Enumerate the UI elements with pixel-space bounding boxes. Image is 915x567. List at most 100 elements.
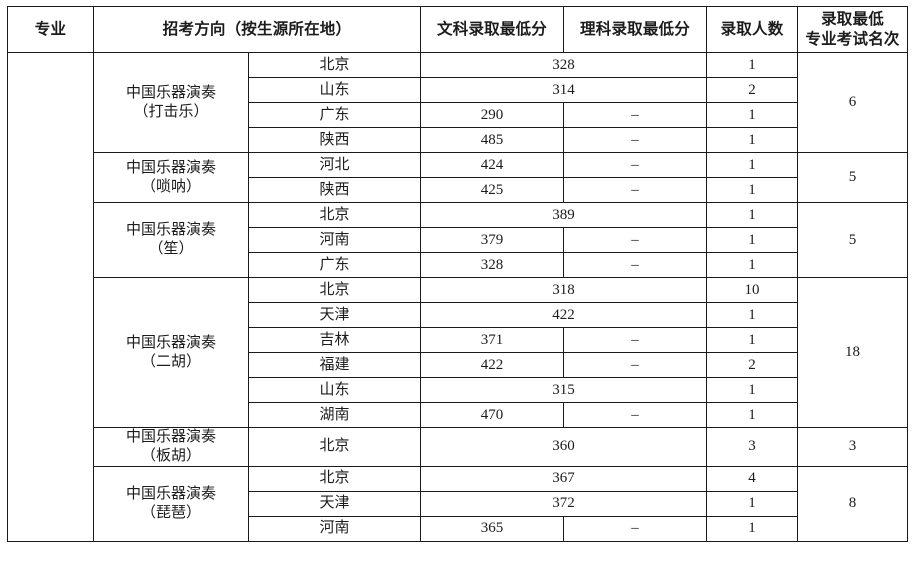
wenke-min-score-cell: 328 — [420, 252, 564, 278]
admitted-count-cell: 1 — [706, 515, 798, 542]
province-cell: 广东 — [248, 102, 421, 128]
admitted-count-cell: 1 — [706, 377, 798, 403]
direction-name: 中国乐器演奏 — [125, 485, 216, 502]
province-cell: 北京 — [248, 465, 421, 492]
table-body: 中国乐器演奏 （打击乐） 北京 328 1 6 山东 314 2 广东 290–1 陕西 485–1 中国… — [7, 52, 908, 542]
admission-score-table: 专业 招考方向（按生源所在地） 文科录取最低分 理科录取最低分 录取人数 录取最… — [7, 6, 908, 542]
combined-min-score-cell: 389 — [420, 202, 707, 228]
wenke-min-score-cell: 470 — [420, 402, 564, 428]
admitted-count-cell: 3 — [706, 427, 798, 467]
province-cell: 山东 — [248, 77, 421, 103]
like-min-score-cell: – — [563, 152, 707, 178]
admitted-count-cell: 1 — [706, 177, 798, 203]
like-min-score-cell: – — [563, 402, 707, 428]
table-row: 湖南 470–1 — [8, 402, 908, 428]
province-cell: 北京 — [248, 427, 421, 467]
header-direction: 招考方向（按生源所在地） — [93, 6, 421, 53]
province-cell: 陕西 — [248, 177, 421, 203]
min-exam-rank-cell: 8 — [797, 465, 908, 542]
direction-name: 中国乐器演奏 — [125, 84, 216, 101]
direction-instrument: （笙） — [148, 241, 194, 257]
admitted-count-cell: 1 — [706, 402, 798, 428]
min-exam-rank-cell: 5 — [797, 152, 908, 203]
like-min-score-cell: – — [563, 515, 707, 542]
table-row: 陕西 485–1 — [8, 127, 908, 153]
wenke-min-score-cell: 365 — [420, 515, 564, 542]
like-min-score-cell: – — [563, 352, 707, 378]
table-row: 山东 314 2 — [8, 77, 908, 103]
direction-name: 中国乐器演奏 — [125, 429, 216, 445]
province-cell: 河北 — [248, 152, 421, 178]
province-cell: 河南 — [248, 227, 421, 253]
province-cell: 山东 — [248, 377, 421, 403]
province-cell: 湖南 — [248, 402, 421, 428]
like-min-score-cell: – — [563, 252, 707, 278]
table-row: 中国乐器演奏 （琵琶） 北京 367 4 8 — [8, 465, 908, 542]
admitted-count-cell: 1 — [706, 227, 798, 253]
province-cell: 吉林 — [248, 327, 421, 353]
province-cell: 河南 — [248, 515, 421, 542]
wenke-min-score-cell: 371 — [420, 327, 564, 353]
like-min-score-cell: – — [563, 102, 707, 128]
wenke-min-score-cell: 422 — [420, 352, 564, 378]
header-wenke-min-score: 文科录取最低分 — [420, 6, 564, 53]
direction-instrument: （打击乐） — [133, 103, 209, 120]
admitted-count-cell: 1 — [706, 252, 798, 278]
wenke-min-score-cell: 424 — [420, 152, 564, 178]
province-cell: 天津 — [248, 302, 421, 328]
direction-name: 中国乐器演奏 — [125, 334, 216, 351]
combined-min-score-cell: 315 — [420, 377, 707, 403]
table-row: 山东 315 1 — [8, 377, 908, 403]
direction-instrument: （板胡） — [140, 447, 201, 464]
min-exam-rank-cell: 5 — [797, 202, 908, 278]
admitted-count-cell: 1 — [706, 302, 798, 328]
province-cell: 天津 — [248, 490, 421, 517]
admitted-count-cell: 1 — [706, 52, 798, 78]
province-cell: 北京 — [248, 277, 421, 303]
table-row: 中国乐器演奏 （板胡） 北京 360 3 3 — [8, 427, 908, 467]
admitted-count-cell: 1 — [706, 202, 798, 228]
header-row: 专业 招考方向（按生源所在地） 文科录取最低分 理科录取最低分 录取人数 录取最… — [7, 6, 908, 53]
table-row: 中国乐器演奏 （二胡） 北京 318 10 18 — [8, 277, 908, 428]
province-cell: 广东 — [248, 252, 421, 278]
combined-min-score-cell: 318 — [420, 277, 707, 303]
table-row: 中国乐器演奏 （打击乐） 北京 328 1 6 — [7, 52, 908, 542]
admitted-count-cell: 2 — [706, 77, 798, 103]
table-row: 广东 328–1 — [8, 252, 908, 278]
direction-cell: 中国乐器演奏 （打击乐） — [93, 52, 249, 153]
wenke-min-score-cell: 379 — [420, 227, 564, 253]
min-exam-rank-cell: 3 — [797, 427, 908, 467]
direction-name: 中国乐器演奏 — [125, 159, 216, 176]
admitted-count-cell: 1 — [706, 127, 798, 153]
province-cell: 陕西 — [248, 127, 421, 153]
admitted-count-cell: 1 — [706, 490, 798, 517]
combined-min-score-cell: 360 — [420, 427, 707, 467]
min-exam-rank-cell: 18 — [797, 277, 908, 428]
admitted-count-cell: 4 — [706, 465, 798, 492]
admitted-count-cell: 2 — [706, 352, 798, 378]
score-table-container: 专业 招考方向（按生源所在地） 文科录取最低分 理科录取最低分 录取人数 录取最… — [7, 6, 908, 542]
combined-min-score-cell: 372 — [420, 490, 707, 517]
wenke-min-score-cell: 425 — [420, 177, 564, 203]
like-min-score-cell: – — [563, 177, 707, 203]
province-cell: 北京 — [248, 52, 421, 78]
combined-min-score-cell: 328 — [420, 52, 707, 78]
header-min-exam-rank: 录取最低 专业考试名次 — [797, 6, 908, 53]
admitted-count-cell: 1 — [706, 152, 798, 178]
direction-instrument: （唢呐） — [140, 178, 201, 195]
direction-cell: 中国乐器演奏 （唢呐） — [93, 152, 249, 203]
header-min-exam-rank-line1: 录取最低 — [821, 11, 884, 29]
admitted-count-cell: 10 — [706, 277, 798, 303]
like-min-score-cell: – — [563, 327, 707, 353]
table-row: 广东 290–1 — [8, 102, 908, 128]
table-row: 陕西 425–1 — [8, 177, 908, 203]
combined-min-score-cell: 314 — [420, 77, 707, 103]
like-min-score-cell: – — [563, 227, 707, 253]
direction-instrument: （二胡） — [140, 353, 201, 370]
table-row: 吉林 371–1 — [8, 327, 908, 353]
header-min-exam-rank-line2: 专业考试名次 — [805, 30, 900, 48]
direction-cell: 中国乐器演奏 （笙） — [93, 202, 249, 278]
direction-cell: 中国乐器演奏 （板胡） — [93, 427, 249, 467]
wenke-min-score-cell: 290 — [420, 102, 564, 128]
header-major: 专业 — [7, 6, 94, 53]
